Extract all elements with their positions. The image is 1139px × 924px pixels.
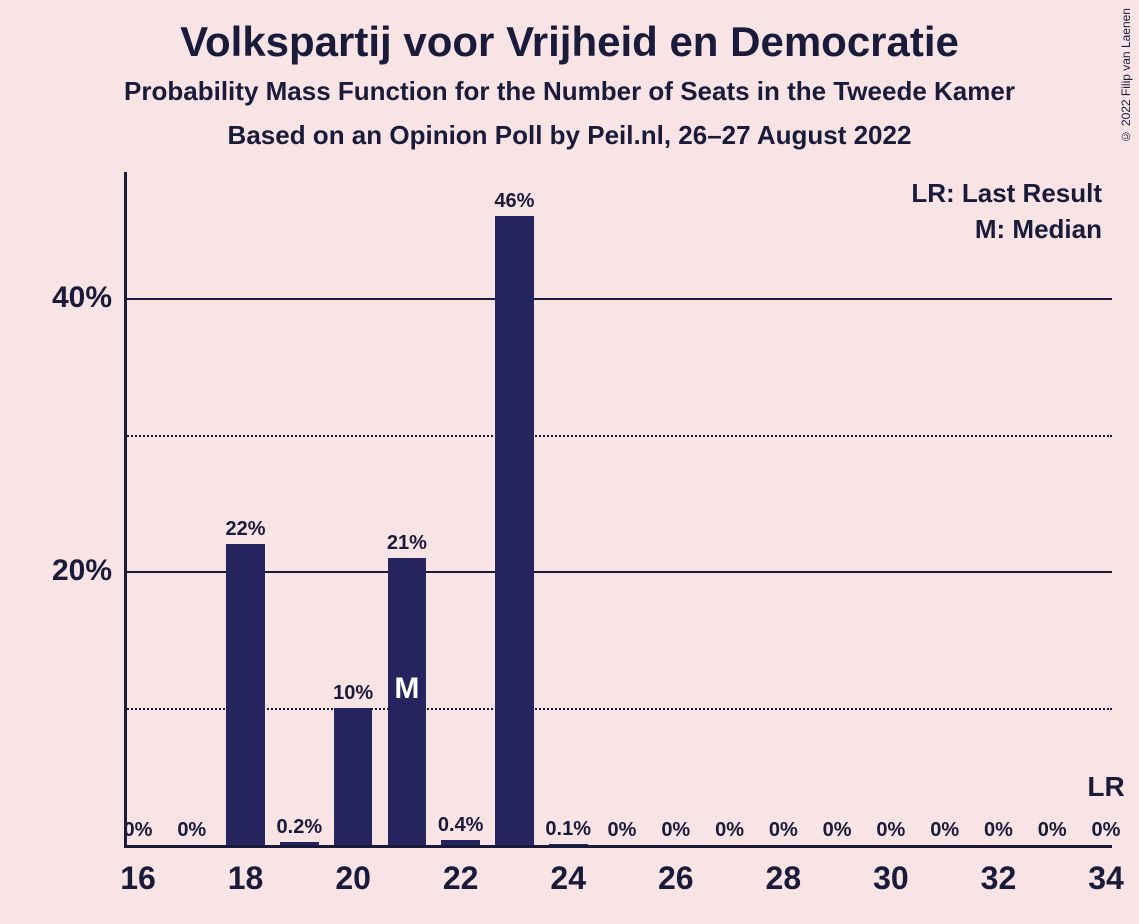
x-axis-label: 16 bbox=[108, 860, 168, 897]
bar-value-label: 0% bbox=[769, 819, 798, 842]
bar bbox=[334, 708, 373, 845]
y-axis-label: 40% bbox=[32, 281, 112, 315]
x-axis-label: 26 bbox=[646, 860, 706, 897]
bar-value-label: 0% bbox=[876, 819, 905, 842]
bar-value-label: 0.4% bbox=[438, 814, 484, 837]
legend-median: M: Median bbox=[975, 214, 1102, 245]
bar bbox=[226, 544, 265, 845]
y-axis-line bbox=[124, 172, 127, 848]
x-axis-label: 30 bbox=[861, 860, 921, 897]
gridline-minor bbox=[124, 435, 1112, 437]
chart-plot-area: LR: Last Result M: Median 20%40%16182022… bbox=[124, 172, 1112, 848]
y-axis-label: 20% bbox=[32, 554, 112, 588]
bar-value-label: 0.1% bbox=[545, 818, 591, 841]
median-marker: M bbox=[394, 672, 419, 706]
x-axis-label: 32 bbox=[968, 860, 1028, 897]
chart-subtitle-1: Probability Mass Function for the Number… bbox=[0, 76, 1139, 107]
gridline-major bbox=[124, 571, 1112, 573]
bar-value-label: 0% bbox=[177, 819, 206, 842]
x-axis-label: 18 bbox=[216, 860, 276, 897]
bar bbox=[441, 840, 480, 845]
bar-value-label: 0% bbox=[984, 819, 1013, 842]
bar-value-label: 0% bbox=[823, 819, 852, 842]
bar-value-label: 0% bbox=[1038, 819, 1067, 842]
x-axis-label: 28 bbox=[753, 860, 813, 897]
bar-value-label: 0.2% bbox=[277, 816, 323, 839]
bar-value-label: 0% bbox=[608, 819, 637, 842]
bar-value-label: 0% bbox=[715, 819, 744, 842]
bar-value-label: 0% bbox=[930, 819, 959, 842]
bar bbox=[549, 844, 588, 845]
copyright-text: © 2022 Filip van Laenen bbox=[1119, 8, 1133, 143]
chart-title: Volkspartij voor Vrijheid en Democratie bbox=[0, 18, 1139, 66]
last-result-marker: LR bbox=[1087, 771, 1124, 803]
bar bbox=[495, 216, 534, 845]
x-axis-label: 24 bbox=[538, 860, 598, 897]
x-axis-label: 22 bbox=[431, 860, 491, 897]
bar-value-label: 21% bbox=[387, 532, 427, 555]
bar-value-label: 46% bbox=[494, 190, 534, 213]
x-axis-line bbox=[124, 845, 1112, 848]
gridline-major bbox=[124, 298, 1112, 300]
x-axis-label: 34 bbox=[1076, 860, 1136, 897]
bar-value-label: 0% bbox=[661, 819, 690, 842]
bar-value-label: 10% bbox=[333, 682, 373, 705]
bar bbox=[280, 842, 319, 845]
bar-value-label: 0% bbox=[1092, 819, 1121, 842]
bar-value-label: 22% bbox=[226, 518, 266, 541]
bar-value-label: 0% bbox=[124, 819, 153, 842]
gridline-minor bbox=[124, 708, 1112, 710]
chart-subtitle-2: Based on an Opinion Poll by Peil.nl, 26–… bbox=[0, 120, 1139, 151]
legend-last-result: LR: Last Result bbox=[911, 178, 1102, 209]
x-axis-label: 20 bbox=[323, 860, 383, 897]
